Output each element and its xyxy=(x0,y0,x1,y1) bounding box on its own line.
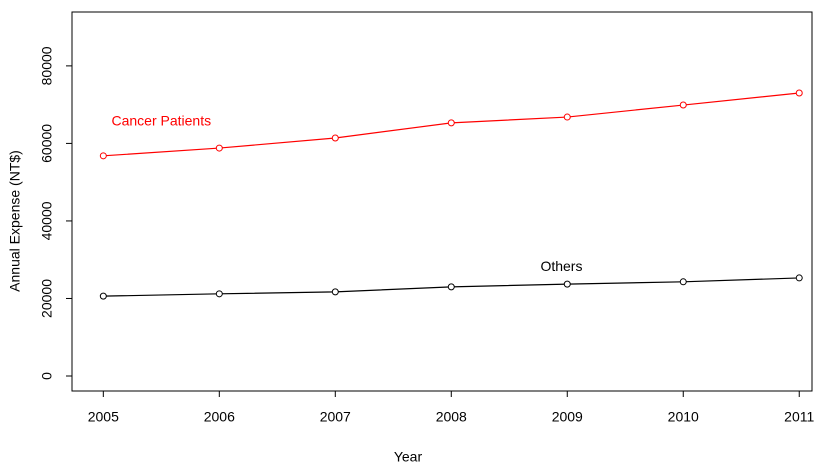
plot-frame xyxy=(71,11,813,392)
data-point xyxy=(679,101,687,109)
x-tick-label: 2006 xyxy=(204,409,235,425)
data-point xyxy=(331,134,339,142)
data-point xyxy=(99,152,107,160)
data-point xyxy=(679,278,687,286)
data-point xyxy=(795,274,803,282)
y-tick-label: 60000 xyxy=(39,124,55,163)
data-point xyxy=(215,144,223,152)
y-tick-label: 80000 xyxy=(39,46,55,85)
y-tick-label: 0 xyxy=(39,372,55,380)
data-point xyxy=(99,292,107,300)
y-axis-title: Annual Expense (NT$) xyxy=(7,150,23,292)
x-tick-label: 2005 xyxy=(88,409,119,425)
x-tick-label: 2007 xyxy=(320,409,351,425)
series-label: Others xyxy=(540,258,582,274)
data-point xyxy=(563,280,571,288)
data-point xyxy=(563,113,571,121)
data-point xyxy=(331,288,339,296)
data-point xyxy=(447,283,455,291)
x-tick-label: 2009 xyxy=(552,409,583,425)
data-point xyxy=(795,89,803,97)
series-label: Cancer Patients xyxy=(112,113,212,129)
x-axis-title: Year xyxy=(394,449,423,465)
y-tick-label: 40000 xyxy=(39,201,55,240)
x-tick-label: 2010 xyxy=(668,409,699,425)
x-tick-label: 2011 xyxy=(784,409,814,425)
data-point xyxy=(447,119,455,127)
x-tick-label: 2008 xyxy=(436,409,467,425)
y-tick-label: 20000 xyxy=(39,279,55,318)
data-point xyxy=(215,290,223,298)
